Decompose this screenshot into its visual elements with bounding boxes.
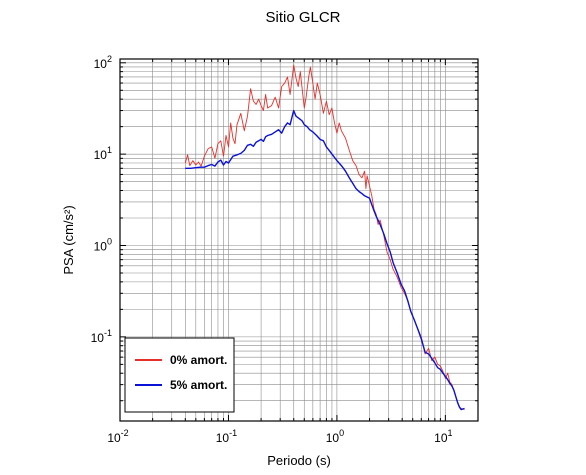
legend-box — [124, 337, 235, 413]
y-tick-label: 10-1 — [91, 328, 112, 345]
y-tick-labels: 10-1 100 101 102 — [91, 54, 112, 345]
grid-lines — [120, 59, 478, 421]
legend-label-0: 0% amort. — [170, 353, 227, 367]
x-tick-label: 101 — [434, 428, 452, 445]
legend-label-1: 5% amort. — [170, 378, 227, 392]
x-tick-labels: 10-2 10-1 100 101 — [107, 428, 452, 445]
chart-title: Sitio GLCR — [265, 9, 340, 26]
plot-frame — [119, 58, 479, 422]
y-tick-label: 102 — [94, 54, 112, 71]
x-tick-label: 100 — [326, 428, 344, 445]
x-tick-label: 10-2 — [107, 428, 128, 445]
y-tick-label: 101 — [94, 145, 112, 162]
y-tick-label: 100 — [94, 237, 112, 254]
x-tick-label: 10-1 — [216, 428, 237, 445]
axes-frame — [119, 58, 479, 422]
y-axis-label: PSA (cm/s²) — [61, 205, 76, 274]
legend: 0% amort. 5% amort. — [124, 337, 235, 413]
x-axis-label: Periodo (s) — [267, 453, 331, 468]
series-line-1 — [185, 109, 465, 411]
series-lines — [184, 64, 465, 411]
